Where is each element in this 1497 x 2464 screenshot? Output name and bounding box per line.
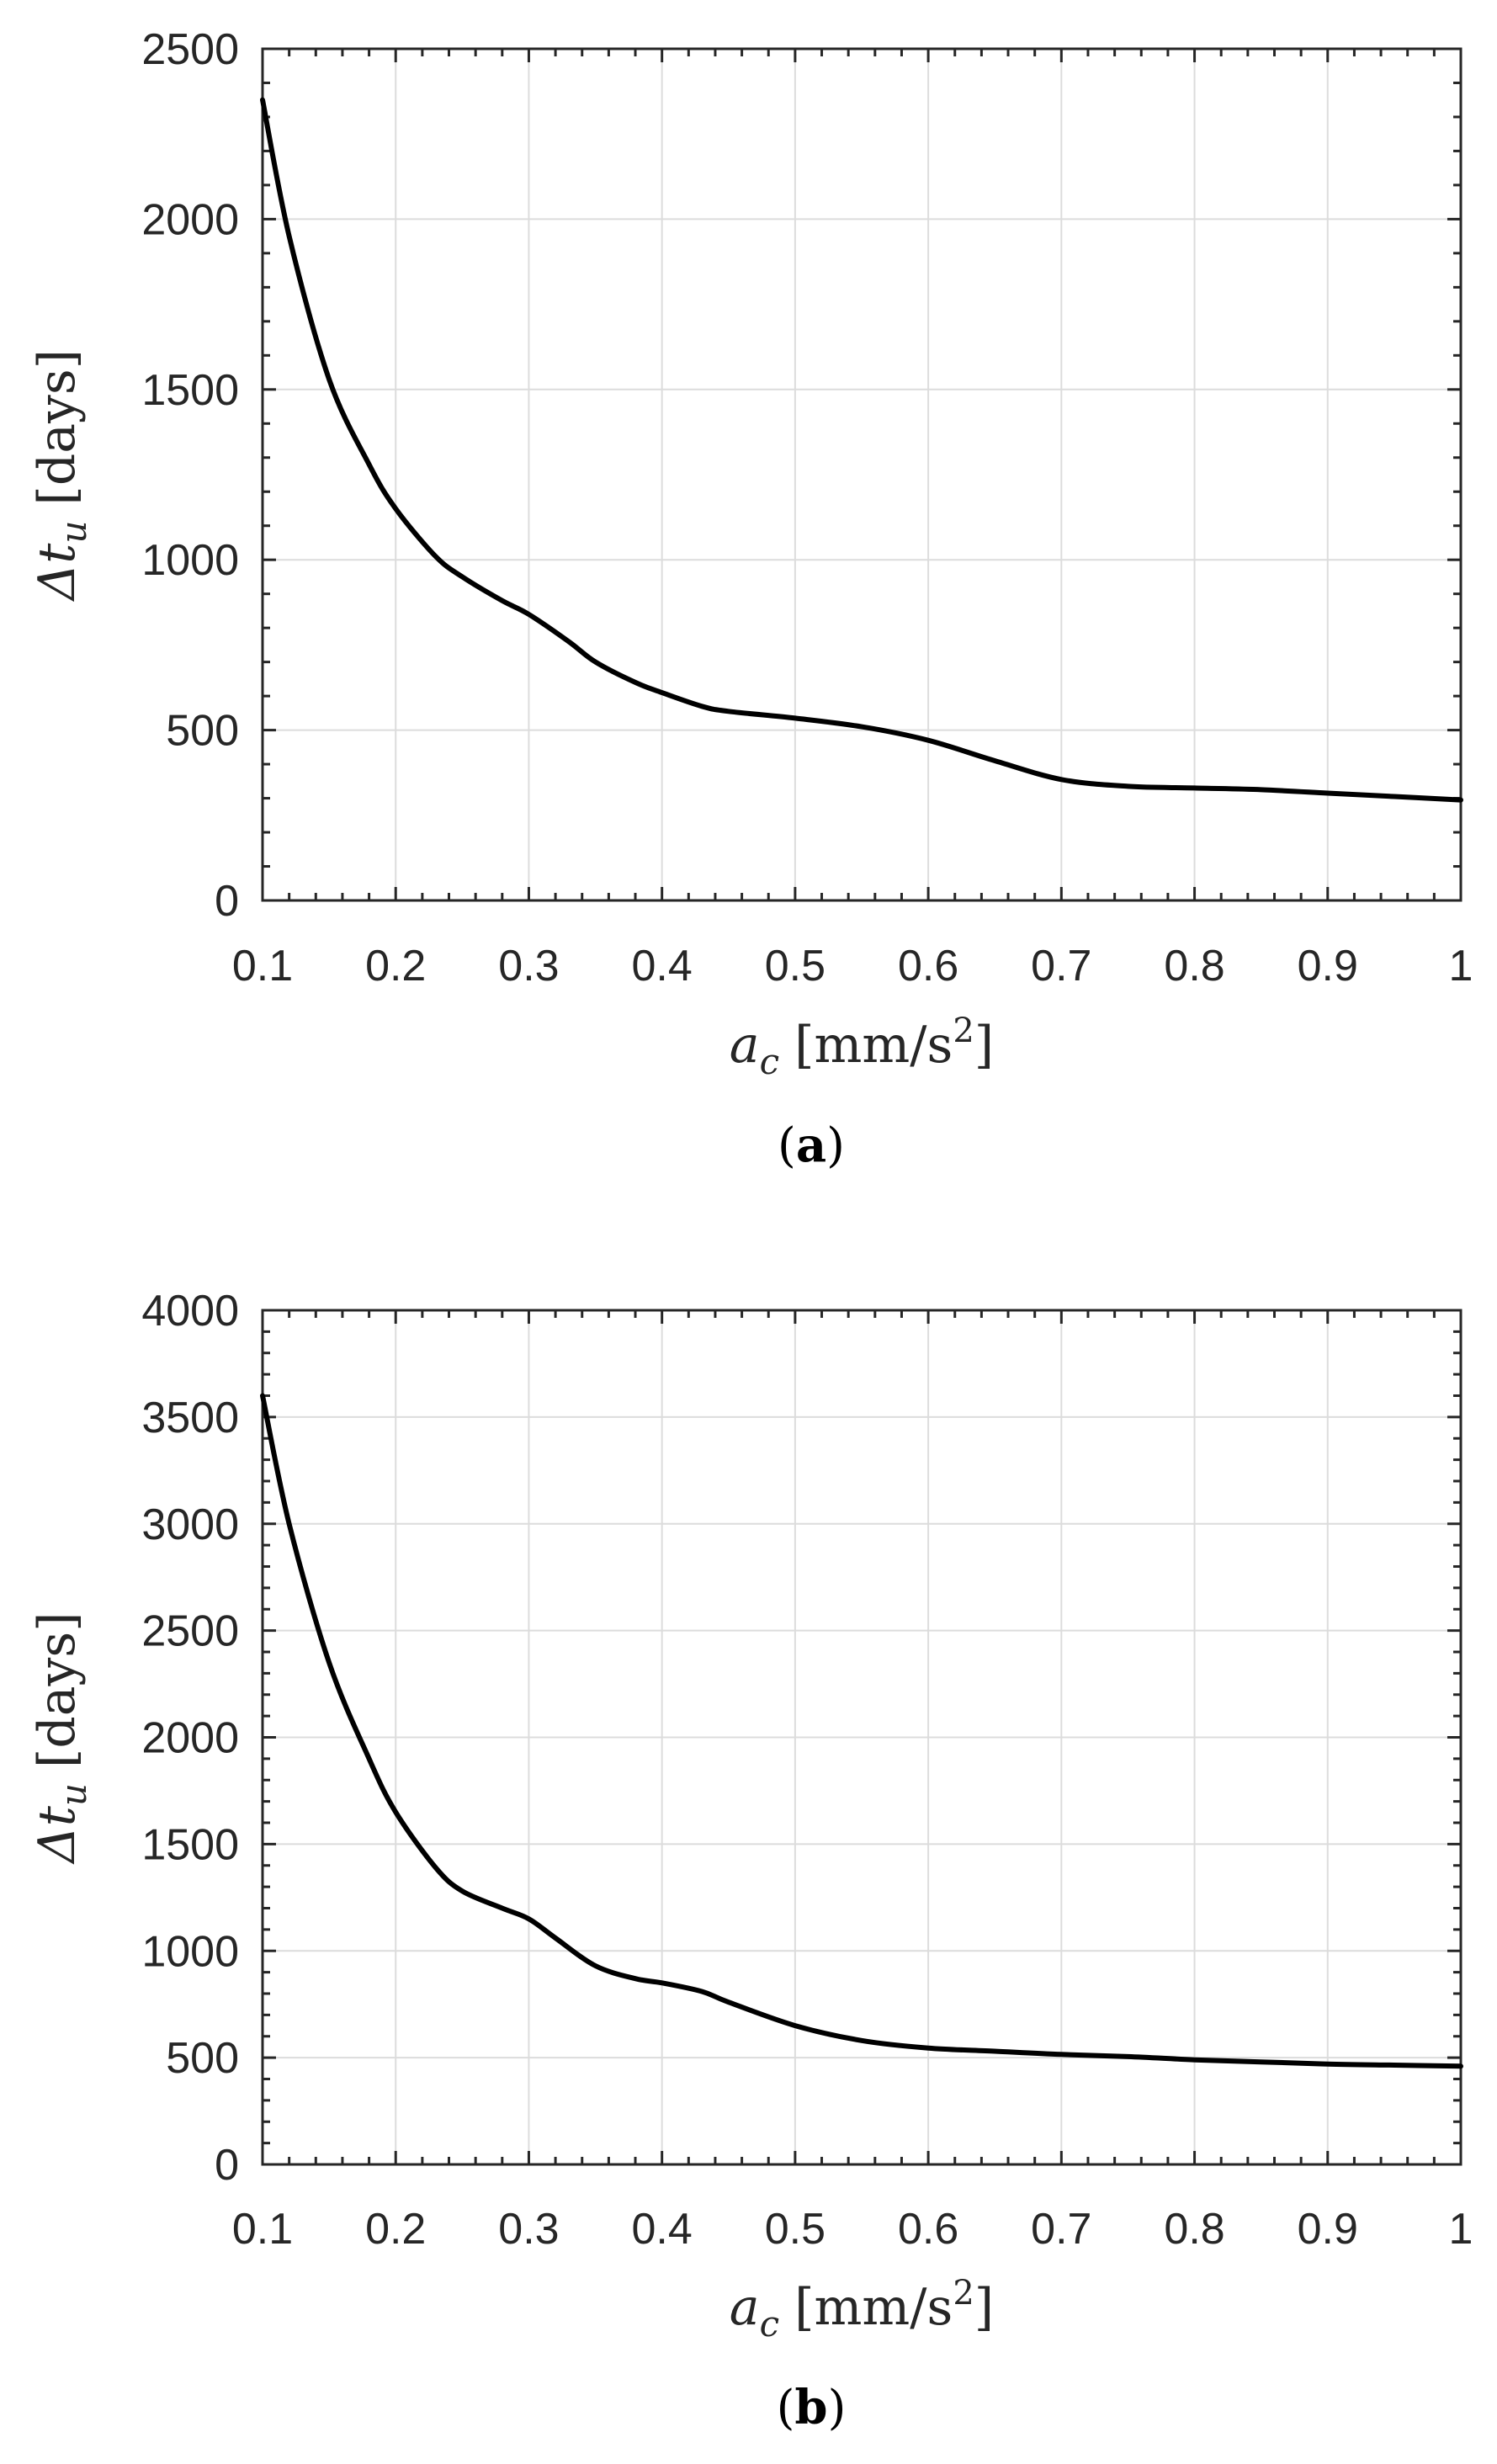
axes-box	[261, 47, 1462, 902]
series-line	[260, 1393, 1463, 2069]
y-axis-label: Δtu [days]	[28, 349, 94, 602]
y-tick-label: 2000	[141, 195, 239, 244]
y-axis-label-var: Δt	[28, 1805, 87, 1864]
y-tick-label: 1500	[141, 366, 239, 415]
y-axis-label-sub: u	[53, 1783, 94, 1806]
panel-label-open: (	[778, 1118, 796, 1173]
plot-area	[263, 49, 1461, 900]
y-tick-label: 4000	[141, 1287, 239, 1336]
x-tick-label: 0.3	[498, 2205, 559, 2254]
panel-label-close: )	[828, 2381, 847, 2435]
y-axis-label-unit: [days]	[28, 1612, 87, 1768]
x-tick-label: 0.6	[898, 942, 958, 990]
y-tick-label: 3000	[141, 1500, 239, 1549]
x-axis-label: ac [mm/s2]	[730, 1012, 994, 1082]
x-tick-label: 0.1	[232, 2205, 293, 2254]
y-tick-labels: 0 500 1000 1500 2000 2500	[141, 25, 239, 926]
panel-label: (a)	[778, 1118, 845, 1173]
x-axis-label-unit-sup: 2	[953, 1012, 974, 1050]
y-tick-label: 0	[215, 877, 239, 926]
x-tick-labels: 0.1 0.2 0.3 0.4 0.5 0.6 0.7 0.8 0.9 1	[232, 942, 1473, 990]
y-tick-labels: 0 500 1000 1500 2000 2500 3000 3500 4000	[141, 1287, 239, 2190]
y-tick-label: 3500	[141, 1394, 239, 1442]
y-axis-label: Δtu [days]	[28, 1612, 94, 1864]
x-axis-label-unit-close: ]	[974, 2278, 994, 2337]
x-tick-label: 0.1	[232, 942, 293, 990]
chart-panel-a: 0.1 0.2 0.3 0.4 0.5 0.6 0.7 0.8 0.9 1 0 500 1000 1500…	[28, 25, 1473, 1173]
x-tick-label: 0.5	[765, 2205, 825, 2254]
ticks	[261, 1309, 1462, 2166]
x-tick-label: 0.4	[632, 942, 693, 990]
y-tick-label: 1500	[141, 1820, 239, 1869]
x-tick-label: 0.7	[1031, 942, 1091, 990]
y-axis-label-unit: [days]	[28, 349, 87, 506]
x-tick-label: 0.6	[898, 2205, 958, 2254]
x-tick-label: 1	[1449, 942, 1473, 990]
y-tick-label: 0	[215, 2141, 239, 2190]
y-tick-label: 2500	[141, 1607, 239, 1656]
x-tick-label: 0.2	[365, 2205, 426, 2254]
y-tick-label: 500	[166, 2034, 239, 2083]
x-tick-labels: 0.1 0.2 0.3 0.4 0.5 0.6 0.7 0.8 0.9 1	[232, 2205, 1473, 2254]
y-tick-label: 2500	[141, 25, 239, 74]
panel-label-letter: b	[794, 2380, 827, 2435]
panel-label-letter: a	[796, 1118, 826, 1173]
x-axis-label-sub: c	[760, 2303, 780, 2345]
x-axis-label-var: a	[730, 1016, 760, 1075]
x-tick-label: 0.4	[632, 2205, 693, 2254]
x-tick-label: 0.9	[1298, 942, 1358, 990]
x-tick-label: 1	[1449, 2205, 1473, 2254]
x-tick-label: 0.8	[1164, 942, 1224, 990]
x-axis-label-var: a	[730, 2278, 760, 2337]
y-axis-label-sub: u	[53, 521, 94, 544]
y-axis-label-var: Δt	[28, 543, 87, 602]
panel-label-close: )	[826, 1118, 845, 1173]
x-axis-label-unit: [mm/s	[794, 1016, 953, 1075]
x-axis-label: ac [mm/s2]	[730, 2274, 994, 2345]
x-tick-label: 0.2	[365, 942, 426, 990]
x-tick-label: 0.9	[1298, 2205, 1358, 2254]
series-line	[260, 97, 1463, 803]
y-tick-label: 500	[166, 707, 239, 756]
x-tick-label: 0.5	[765, 942, 825, 990]
chart-panel-b: 0.1 0.2 0.3 0.4 0.5 0.6 0.7 0.8 0.9 1 0 500 1000 1500…	[28, 1287, 1473, 2435]
x-axis-label-sub: c	[760, 1041, 780, 1082]
ticks	[261, 47, 1462, 902]
y-tick-label: 1000	[141, 1927, 239, 1976]
x-axis-label-unit: [mm/s	[794, 2278, 953, 2337]
x-tick-label: 0.3	[498, 942, 559, 990]
panel-label-open: (	[777, 2381, 795, 2435]
x-axis-label-unit-close: ]	[974, 1016, 994, 1075]
y-tick-label: 1000	[141, 536, 239, 585]
y-tick-label: 2000	[141, 1714, 239, 1763]
x-tick-label: 0.8	[1164, 2205, 1224, 2254]
x-axis-label-unit-sup: 2	[953, 2274, 974, 2313]
panel-label: (b)	[777, 2380, 847, 2435]
x-tick-label: 0.7	[1031, 2205, 1091, 2254]
